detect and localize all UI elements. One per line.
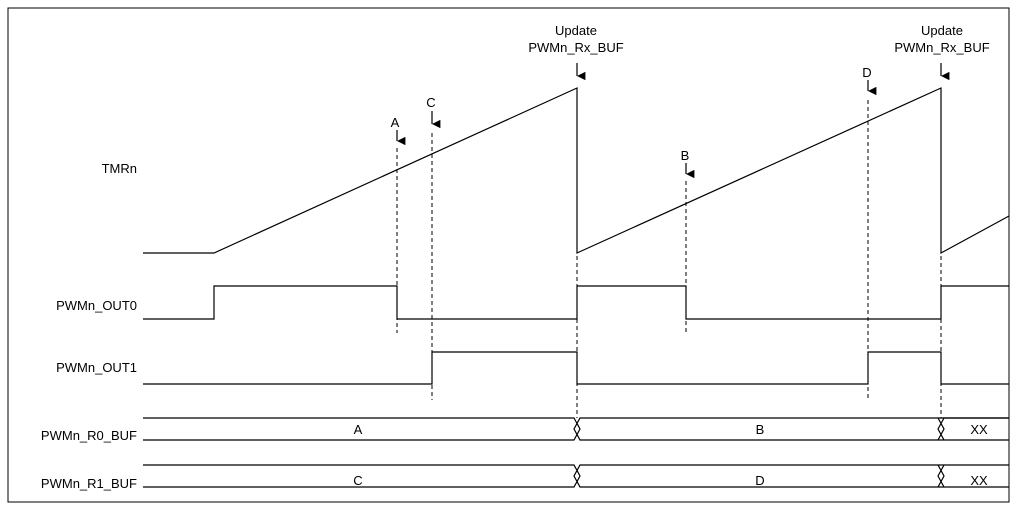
- bus-r1: [143, 464, 1009, 488]
- bus-r1-value-xx: XX: [970, 473, 988, 488]
- update-label-2-line2: PWMn_Rx_BUF: [894, 40, 989, 55]
- pwm-out0-waveform: [143, 285, 1009, 320]
- bus-r1-value-c: C: [353, 473, 362, 488]
- update-label-1-line2: PWMn_Rx_BUF: [528, 40, 623, 55]
- diagram-frame: [7, 7, 1010, 503]
- marker-a: A: [391, 115, 400, 130]
- label-pwm-r1-buf: PWMn_R1_BUF: [41, 476, 137, 491]
- update-label-1-line1: Update: [555, 23, 597, 38]
- bus-r0: [143, 417, 1009, 441]
- bus-r0-value-a: A: [354, 422, 363, 437]
- tmrn-waveform: [143, 87, 1010, 255]
- bus-r0-value-xx: XX: [970, 422, 988, 437]
- label-pwm-r0-buf: PWMn_R0_BUF: [41, 428, 137, 443]
- label-pwm-out1: PWMn_OUT1: [56, 360, 137, 375]
- label-tmrn: TMRn: [102, 161, 137, 176]
- pwm-out1-waveform: [143, 351, 1009, 385]
- marker-c: C: [426, 95, 435, 110]
- bus-r0-value-b: B: [756, 422, 765, 437]
- marker-b: B: [681, 148, 690, 163]
- update-label-2-line1: Update: [921, 23, 963, 38]
- bus-r1-value-d: D: [755, 473, 764, 488]
- marker-d: D: [862, 65, 871, 80]
- label-pwm-out0: PWMn_OUT0: [56, 298, 137, 313]
